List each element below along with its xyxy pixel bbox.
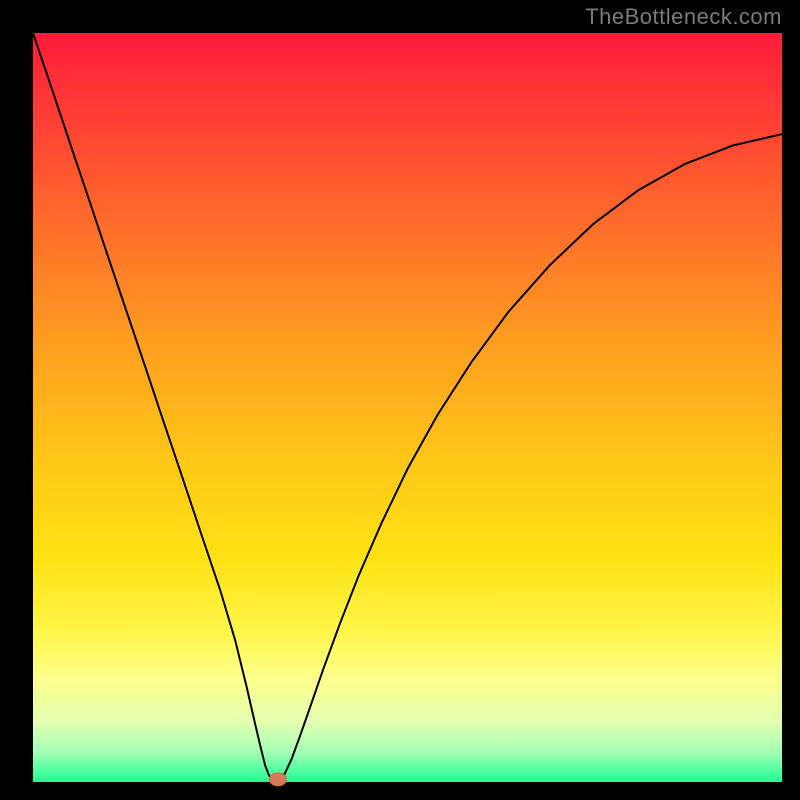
watermark-label: TheBottleneck.com	[585, 4, 782, 30]
plot-background	[33, 33, 782, 782]
chart-container: TheBottleneck.com	[0, 0, 800, 800]
optimum-marker	[269, 773, 286, 786]
bottleneck-chart	[0, 0, 800, 800]
